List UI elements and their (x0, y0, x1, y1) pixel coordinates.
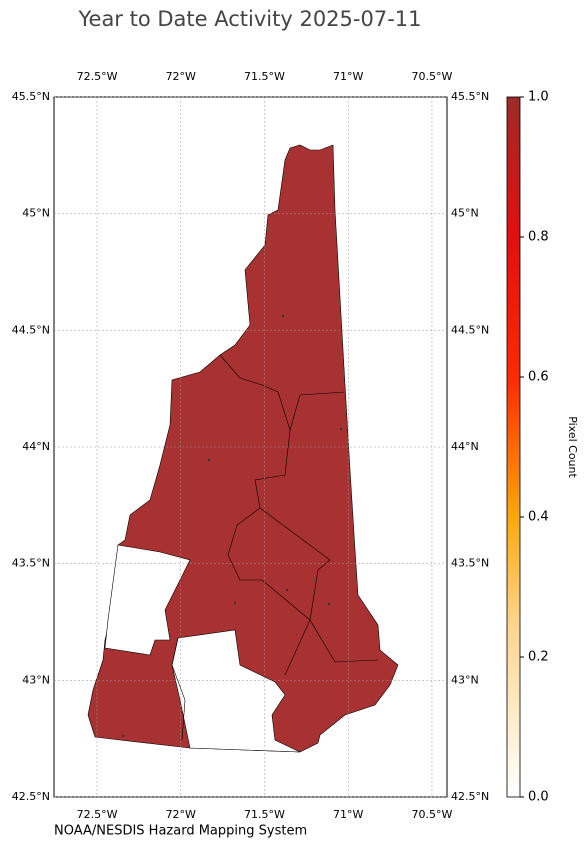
seat-dots (121, 314, 343, 738)
county-border (259, 507, 331, 676)
y-tick-label: 45.5°N (451, 90, 489, 103)
x-tick-label: 72°W (166, 70, 196, 83)
colorbar (506, 96, 521, 798)
dot (339, 427, 343, 431)
dot (285, 588, 289, 592)
y-tick-label: 42.5°N (12, 790, 50, 803)
y-tick-label: 43.5°N (451, 557, 489, 570)
colorbar-tick-label: 1.0 (528, 90, 549, 105)
dot (281, 314, 285, 318)
colorbar-label: Pixel Count (566, 416, 579, 478)
y-tick-label: 44°N (451, 440, 479, 453)
county-border (227, 429, 379, 663)
county-border (171, 637, 186, 741)
colorbar-tick-label: 0.6 (528, 370, 549, 385)
dot (327, 602, 331, 606)
x-tick-label: 72.5°W (77, 70, 118, 83)
y-tick-label: 43°N (22, 673, 50, 686)
county-border (219, 354, 346, 432)
y-tick-label: 45.5°N (12, 90, 50, 103)
colorbar-tick-label: 0.2 (528, 650, 549, 665)
y-tick-label: 45°N (451, 207, 479, 220)
x-tick-label: 71.5°W (244, 808, 285, 821)
colorbar-tick-label: 0.8 (528, 230, 549, 245)
y-tick-label: 44°N (22, 440, 50, 453)
county-empty (171, 629, 301, 753)
title: Year to Date Activity 2025-07-11 (77, 7, 421, 31)
x-tick-label: 70.5°W (411, 70, 452, 83)
dot (233, 601, 237, 605)
x-tick-label: 71°W (333, 808, 363, 821)
x-tick-label: 72°W (166, 808, 196, 821)
y-tick-label: 44.5°N (12, 323, 50, 336)
colorbar-tick-label: 0.0 (528, 790, 549, 805)
y-tick-label: 44.5°N (451, 323, 489, 336)
credit: NOAA/NESDIS Hazard Mapping System (54, 824, 307, 839)
dot (121, 734, 125, 738)
dot (207, 458, 211, 462)
y-tick-label: 42.5°N (451, 790, 489, 803)
y-tick-label: 45°N (22, 207, 50, 220)
y-tick-label: 43°N (451, 673, 479, 686)
x-tick-label: 72.5°W (77, 808, 118, 821)
x-tick-label: 71°W (333, 70, 363, 83)
county-empty (104, 544, 191, 656)
x-tick-label: 71.5°W (244, 70, 285, 83)
colorbar-tick-label: 0.4 (528, 510, 549, 525)
y-tick-label: 43.5°N (12, 557, 50, 570)
counties (87, 144, 399, 753)
x-tick-label: 70.5°W (411, 808, 452, 821)
